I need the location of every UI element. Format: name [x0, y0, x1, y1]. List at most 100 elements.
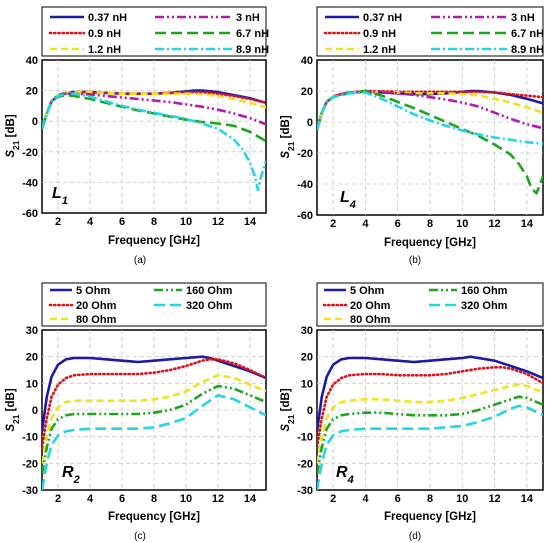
series-line-80-ohm [42, 373, 266, 464]
x-tick-label: 8 [151, 216, 157, 228]
x-tick-label: 4 [87, 216, 94, 228]
y-tick-label: -10 [22, 432, 38, 444]
legend-b: 0.37 nH 0.9 nH 1.2 nH 3 nH 6.7 nH 8.9 nH [323, 12, 544, 56]
x-tick-label: 2 [55, 216, 61, 228]
x-tick-label: 8 [151, 493, 157, 505]
plot-layer-a: 2 4 6 8 10 12 14 -60 -40 -20 0 20 40 [22, 55, 266, 228]
plot-layer-b: 2 4 6 8 10 12 14 -60 -40 -20 0 20 40 [297, 55, 543, 230]
x-tick-label: 14 [521, 493, 534, 505]
series-group [42, 355, 266, 490]
series-line-20-ohm [42, 357, 266, 449]
x-tick-label: 8 [427, 218, 433, 230]
legend-label: 5 Ohm [76, 285, 110, 297]
y-axis-label-b: S21 [dB] [280, 115, 296, 158]
x-tick-label: 4 [362, 218, 369, 230]
y-tick-label: 10 [301, 378, 313, 390]
y-tick-label: -20 [297, 148, 313, 160]
series-line-320-ohm [317, 404, 543, 490]
x-tick-label: 10 [180, 216, 192, 228]
legend-c: 5 Ohm 20 Ohm 80 Ohm 160 Ohm 320 Ohm [48, 285, 233, 326]
x-tick-label: 4 [362, 493, 369, 505]
y-tick-label: -60 [297, 210, 313, 222]
x-tick-label: 6 [119, 216, 125, 228]
legend-label: 80 Ohm [76, 314, 117, 326]
y-tick-label: 40 [26, 55, 38, 67]
x-tick-label: 14 [521, 218, 534, 230]
y-tick-label: 30 [301, 325, 313, 337]
x-tick-label: 6 [119, 493, 125, 505]
series-line-8-9-nh [42, 92, 266, 192]
legend-label: 1.2 nH [363, 44, 396, 56]
y-tick-label: 0 [32, 116, 38, 128]
x-tick-label: 14 [244, 216, 257, 228]
x-tick-label: 14 [244, 493, 257, 505]
x-axis-label-c: Frequency [GHz] [108, 511, 200, 523]
legend-label: 0.9 nH [88, 28, 121, 40]
legend-label: 3 nH [236, 12, 260, 24]
legend-label: 160 Ohm [186, 285, 233, 297]
legend-label: 5 Ohm [350, 285, 384, 297]
x-tick-label: 12 [488, 218, 500, 230]
panel-annotation-c: R2 [62, 464, 80, 486]
x-tick-label: 4 [87, 493, 94, 505]
y-tick-label: 0 [32, 405, 38, 417]
legend-label: 320 Ohm [461, 300, 508, 312]
x-tick-label: 12 [488, 493, 500, 505]
x-tick-label: 6 [395, 218, 401, 230]
caption-d: (d) [409, 531, 421, 542]
legend-label: 1.2 nH [88, 44, 121, 56]
x-tick-label: 6 [395, 493, 401, 505]
caption-b: (b) [409, 255, 421, 266]
legend-label: 80 Ohm [350, 314, 391, 326]
x-axis-label-a: Frequency [GHz] [108, 235, 200, 247]
legend-label: 20 Ohm [350, 300, 391, 312]
y-tick-label: -40 [297, 179, 313, 191]
x-tick-label: 2 [330, 493, 336, 505]
series-line-8-9-nh [317, 91, 543, 145]
y-tick-label: -20 [297, 458, 313, 470]
y-tick-label: -30 [22, 485, 38, 497]
y-tick-label: -20 [22, 458, 38, 470]
legend-label: 0.37 nH [363, 12, 402, 24]
plot-layer-d: 2 4 6 8 10 12 14 -30 -20 -10 0 10 20 30 [297, 325, 543, 505]
y-tick-label: -30 [297, 485, 313, 497]
x-tick-label: 10 [456, 493, 468, 505]
panel-d: 2 4 6 8 10 12 14 -30 -20 -10 0 10 20 30 5 Ohm 20 Ohm 80… [280, 282, 544, 542]
legend-label: 6.7 nH [511, 28, 544, 40]
x-tick-label: 8 [427, 493, 433, 505]
y-tick-label: 20 [301, 352, 313, 364]
panel-b: 2 4 6 8 10 12 14 -60 -40 -20 0 20 40 0.37 nH 0.9 nH 1.… [280, 6, 544, 266]
y-tick-label: 20 [301, 86, 313, 98]
series-line-160-ohm [42, 384, 266, 475]
panel-annotation-b: L4 [340, 189, 356, 211]
legend-label: 320 Ohm [186, 300, 233, 312]
x-tick-label: 12 [212, 493, 224, 505]
y-tick-label: 20 [26, 352, 38, 364]
panel-annotation-d: R4 [336, 464, 354, 486]
legend-label: 3 nH [511, 12, 535, 24]
series-line-5-ohm [317, 355, 543, 432]
y-tick-label: -40 [22, 177, 38, 189]
legend-label: 0.37 nH [88, 12, 127, 24]
series-group [317, 355, 543, 490]
legend-label: 8.9 nH [236, 44, 269, 56]
caption-c: (c) [134, 531, 146, 542]
series-line-320-ohm [42, 393, 266, 490]
y-tick-label: 20 [26, 86, 38, 98]
y-tick-label: 0 [307, 117, 313, 129]
x-tick-label: 12 [212, 216, 224, 228]
series-line-3-nh [42, 92, 266, 130]
x-tick-label: 2 [55, 493, 61, 505]
legend-label: 20 Ohm [76, 300, 117, 312]
x-axis-label-d: Frequency [GHz] [384, 511, 476, 523]
y-tick-label: 30 [26, 325, 38, 337]
series-group [317, 89, 543, 195]
x-tick-label: 2 [330, 218, 336, 230]
x-axis-label-b: Frequency [GHz] [384, 237, 476, 249]
y-tick-label: 40 [301, 55, 313, 67]
y-tick-label: -10 [297, 432, 313, 444]
y-axis-label-d: S21 [dB] [280, 388, 296, 431]
x-tick-label: 10 [180, 493, 192, 505]
y-axis-label-c: S21 [dB] [5, 388, 21, 431]
